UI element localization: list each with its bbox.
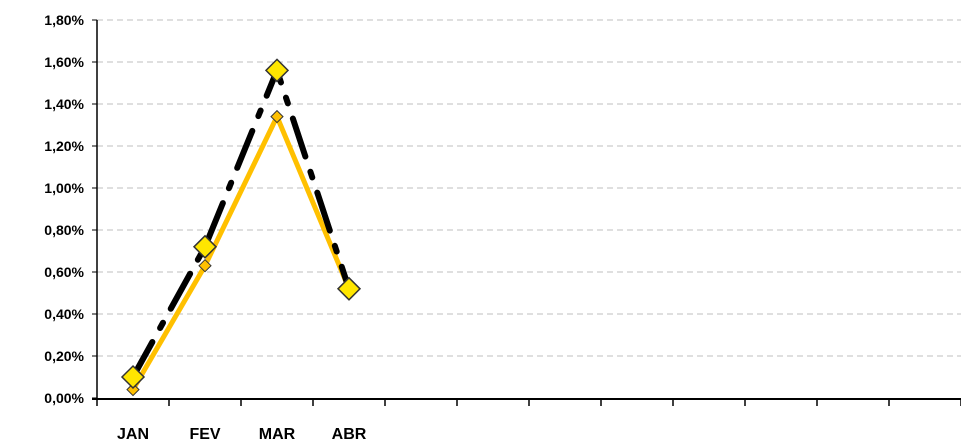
y-tick-label: 1,00% xyxy=(44,180,84,196)
axes: 0,00% 0,20% 0,40% 0,60% 0,80% 1,00% 1,20% 1,40%… xyxy=(44,12,961,443)
x-tick-label: MAR xyxy=(259,426,296,443)
data-point xyxy=(120,364,146,390)
x-tick-label: FEV xyxy=(189,426,220,443)
y-tick-label: 1,20% xyxy=(44,138,84,154)
y-tick-label: 0,40% xyxy=(44,306,84,322)
y-tick-label: 1,40% xyxy=(44,96,84,112)
data-point xyxy=(270,109,284,124)
data-point xyxy=(336,276,362,301)
series-line xyxy=(130,114,352,391)
y-tick-label: 1,60% xyxy=(44,54,84,70)
y-tick-label: 0,00% xyxy=(44,390,84,406)
series-layer xyxy=(120,58,362,397)
x-tick-label: JAN xyxy=(117,426,149,443)
data-point xyxy=(264,58,290,83)
data-point xyxy=(126,382,140,397)
y-tick-label: 0,60% xyxy=(44,264,84,280)
data-point xyxy=(198,258,212,273)
y-tick-label: 0,20% xyxy=(44,348,84,364)
data-point xyxy=(192,234,218,259)
y-tick-label: 1,80% xyxy=(44,12,84,28)
series-line xyxy=(130,67,352,380)
x-tick-label: ABR xyxy=(332,426,367,443)
y-tick-label: 0,80% xyxy=(44,222,84,238)
